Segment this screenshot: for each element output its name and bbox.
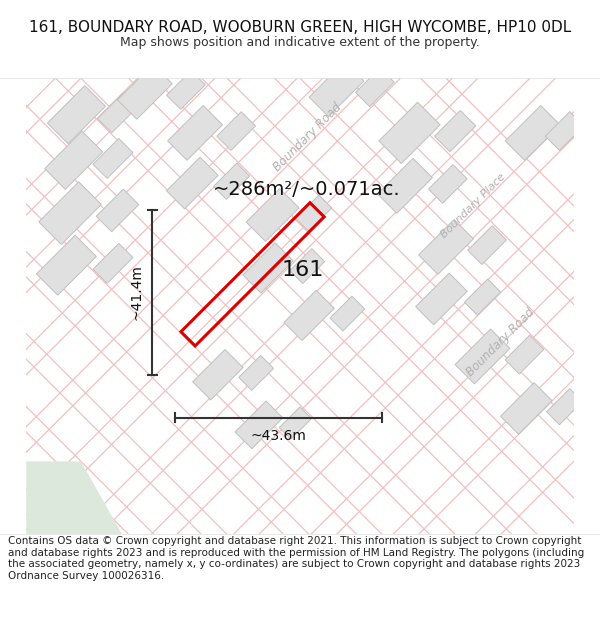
Polygon shape (239, 356, 274, 390)
Polygon shape (93, 243, 133, 283)
Polygon shape (290, 249, 325, 284)
Text: 161: 161 (281, 260, 324, 280)
Text: ~41.4m: ~41.4m (129, 264, 143, 321)
Polygon shape (379, 102, 440, 164)
Polygon shape (505, 106, 560, 160)
Polygon shape (377, 158, 433, 213)
Polygon shape (330, 296, 365, 331)
Polygon shape (97, 92, 137, 132)
Polygon shape (167, 71, 205, 109)
Polygon shape (193, 349, 243, 400)
Polygon shape (545, 112, 584, 151)
Polygon shape (419, 219, 473, 274)
Polygon shape (428, 164, 467, 203)
Polygon shape (547, 389, 583, 425)
Polygon shape (505, 335, 544, 374)
Text: 161, BOUNDARY ROAD, WOOBURN GREEN, HIGH WYCOMBE, HP10 0DL: 161, BOUNDARY ROAD, WOOBURN GREEN, HIGH … (29, 20, 571, 35)
Polygon shape (235, 401, 283, 449)
Polygon shape (284, 290, 334, 341)
Polygon shape (167, 158, 218, 209)
Polygon shape (118, 64, 172, 119)
Polygon shape (468, 226, 506, 264)
Text: Boundary Road: Boundary Road (464, 306, 538, 379)
Polygon shape (464, 279, 500, 315)
Polygon shape (44, 131, 103, 189)
Polygon shape (214, 163, 250, 199)
Text: Boundary Place: Boundary Place (439, 172, 508, 240)
Polygon shape (37, 235, 97, 295)
Polygon shape (416, 273, 467, 325)
Polygon shape (280, 407, 311, 439)
Text: Map shows position and indicative extent of the property.: Map shows position and indicative extent… (120, 36, 480, 49)
Text: ~43.6m: ~43.6m (251, 429, 307, 442)
Polygon shape (246, 189, 299, 241)
Text: Contains OS data © Crown copyright and database right 2021. This information is : Contains OS data © Crown copyright and d… (8, 536, 584, 581)
Polygon shape (217, 112, 256, 151)
Polygon shape (47, 86, 106, 144)
Polygon shape (93, 138, 133, 178)
Polygon shape (39, 182, 101, 244)
Polygon shape (434, 111, 476, 152)
Polygon shape (96, 189, 139, 232)
Polygon shape (243, 242, 293, 293)
Polygon shape (26, 461, 122, 534)
Text: Boundary Road: Boundary Road (271, 101, 344, 174)
Polygon shape (355, 68, 394, 107)
Polygon shape (309, 62, 364, 116)
Polygon shape (455, 329, 510, 384)
Polygon shape (167, 106, 223, 160)
Polygon shape (296, 195, 332, 231)
Text: ~286m²/~0.071ac.: ~286m²/~0.071ac. (214, 180, 401, 199)
Polygon shape (500, 382, 552, 434)
